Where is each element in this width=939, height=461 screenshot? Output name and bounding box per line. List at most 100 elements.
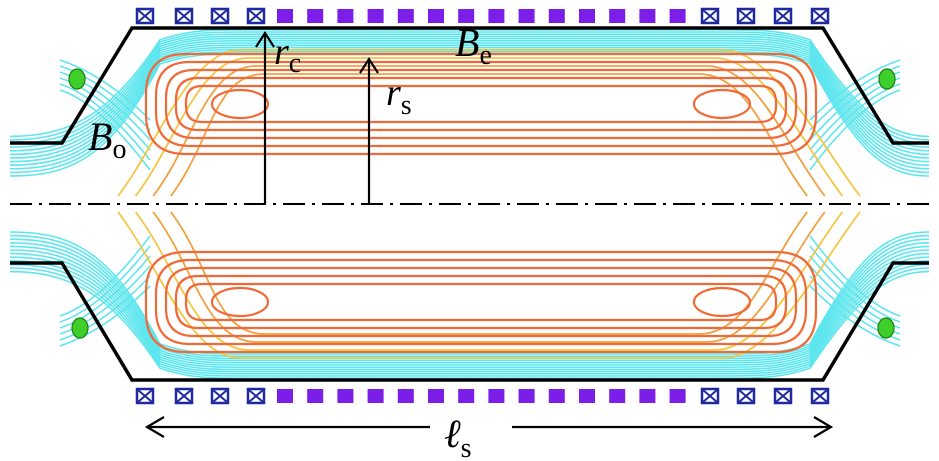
- coil-cross-line: [212, 9, 228, 23]
- coil-cross-line: [702, 389, 718, 403]
- length-arrow-right-head: [813, 416, 834, 438]
- fringe-field-line: [59, 59, 151, 121]
- open-field-line: [9, 40, 930, 156]
- fringe-field-line: [59, 89, 151, 171]
- bottom-solid-coil: [428, 389, 444, 403]
- r-c-arrowhead: [255, 30, 275, 48]
- coil-cross-line: [137, 9, 153, 23]
- bottom-cross-coil: [135, 387, 155, 405]
- open-field-line: [9, 245, 930, 364]
- open-field-line: [9, 256, 930, 371]
- separatrix-line: [117, 49, 861, 197]
- bottom-solid-coil: [488, 389, 505, 403]
- closed-flux-surface: [184, 282, 778, 322]
- top-solid-coil: [609, 9, 626, 23]
- fringe-field-line: [809, 245, 901, 323]
- open-field-line: [9, 252, 930, 368]
- fringe-field-line: [59, 245, 151, 323]
- fringe-field-line: [59, 235, 151, 317]
- top-cross-coil: [773, 7, 793, 25]
- top-cross-coil: [736, 7, 756, 25]
- bottom-cross-coil: [174, 387, 194, 405]
- open-field-line: [9, 270, 930, 379]
- mirror-coil: [877, 317, 895, 339]
- closed-flux-surface: [174, 274, 788, 330]
- open-field-line: [9, 249, 930, 366]
- coil-cross-line: [738, 389, 754, 403]
- coil-cross-line: [137, 389, 153, 403]
- open-field-line: [9, 231, 930, 355]
- mirror-coil: [71, 317, 89, 339]
- bottom-solid-coil: [397, 389, 414, 403]
- open-field-line: [9, 260, 930, 373]
- top-solid-coil: [428, 9, 444, 23]
- top-cross-coil: [210, 7, 230, 25]
- coil-row-bottom: [135, 387, 830, 405]
- r-c-label: rc: [274, 31, 301, 79]
- top-cross-coil: [700, 7, 720, 25]
- fringe-field-line: [59, 65, 151, 131]
- open-field-line: [9, 234, 930, 357]
- radius-arrows: [255, 30, 379, 204]
- top-cross-coil: [810, 7, 830, 25]
- open-field-line: [9, 242, 930, 362]
- separatrix-line: [170, 73, 808, 197]
- bottom-solid-coil: [669, 389, 686, 403]
- bottom-cross-coil: [773, 387, 793, 405]
- coil-cross-line: [738, 9, 754, 23]
- coil-cross-line: [176, 9, 192, 23]
- fringe-field-line: [59, 255, 151, 329]
- bottom-cross-coil: [210, 387, 230, 405]
- bottom-cross-coil: [246, 387, 266, 405]
- top-solid-coil: [579, 9, 595, 23]
- r-s-label: rs: [386, 72, 412, 121]
- top-solid-coil: [367, 9, 384, 23]
- closed-flux-surface: [144, 52, 818, 156]
- separatrix-line: [134, 57, 844, 197]
- b-e-label: Be: [455, 20, 492, 71]
- chamber-wall-top: [10, 26, 929, 145]
- o-point-island: [210, 88, 270, 120]
- bottom-cross-coil: [810, 387, 830, 405]
- coil-cross-line: [812, 9, 828, 23]
- coil-cross-line: [248, 389, 264, 403]
- open-field-lines: [9, 29, 930, 379]
- closed-flux-surface: [154, 60, 808, 148]
- chamber-wall: [10, 26, 929, 382]
- bottom-cross-coil: [736, 387, 756, 405]
- bottom-solid-coil: [307, 389, 324, 403]
- closed-flux-surface: [184, 84, 778, 124]
- bottom-solid-coil: [337, 389, 354, 403]
- mirror-coil: [68, 68, 86, 90]
- coil-cross-line: [775, 389, 791, 403]
- b-o-label: Bo: [88, 114, 126, 165]
- coil-cross-line: [248, 9, 264, 23]
- top-solid-coil: [458, 9, 475, 23]
- top-solid-coil: [488, 9, 505, 23]
- closed-flux-surface: [174, 76, 788, 132]
- open-field-line: [9, 29, 930, 138]
- fringe-field-line: [59, 265, 151, 335]
- coil-cross-line: [176, 389, 192, 403]
- top-cross-coil: [135, 7, 155, 25]
- o-point-island: [210, 286, 270, 318]
- coil-cross-line: [212, 389, 228, 403]
- top-solid-coil: [397, 9, 414, 23]
- length-arrow-left-head: [144, 416, 165, 438]
- bottom-solid-coil: [518, 389, 535, 403]
- chamber-wall-bottom: [10, 261, 929, 382]
- top-solid-coil: [337, 9, 354, 23]
- closed-flux-surfaces: [117, 49, 861, 359]
- r-s-arrowhead: [359, 56, 379, 74]
- bottom-solid-coil: [579, 389, 595, 403]
- separatrix-line: [117, 211, 861, 359]
- fringe-field-line: [809, 235, 901, 317]
- separatrix-line: [134, 211, 844, 351]
- bottom-cross-coil: [700, 387, 720, 405]
- top-cross-coil: [246, 7, 266, 25]
- top-solid-coil: [639, 9, 656, 23]
- open-field-line: [9, 51, 930, 174]
- closed-flux-surface: [144, 250, 818, 354]
- top-solid-coil: [277, 9, 293, 23]
- mirror-coil: [878, 68, 896, 90]
